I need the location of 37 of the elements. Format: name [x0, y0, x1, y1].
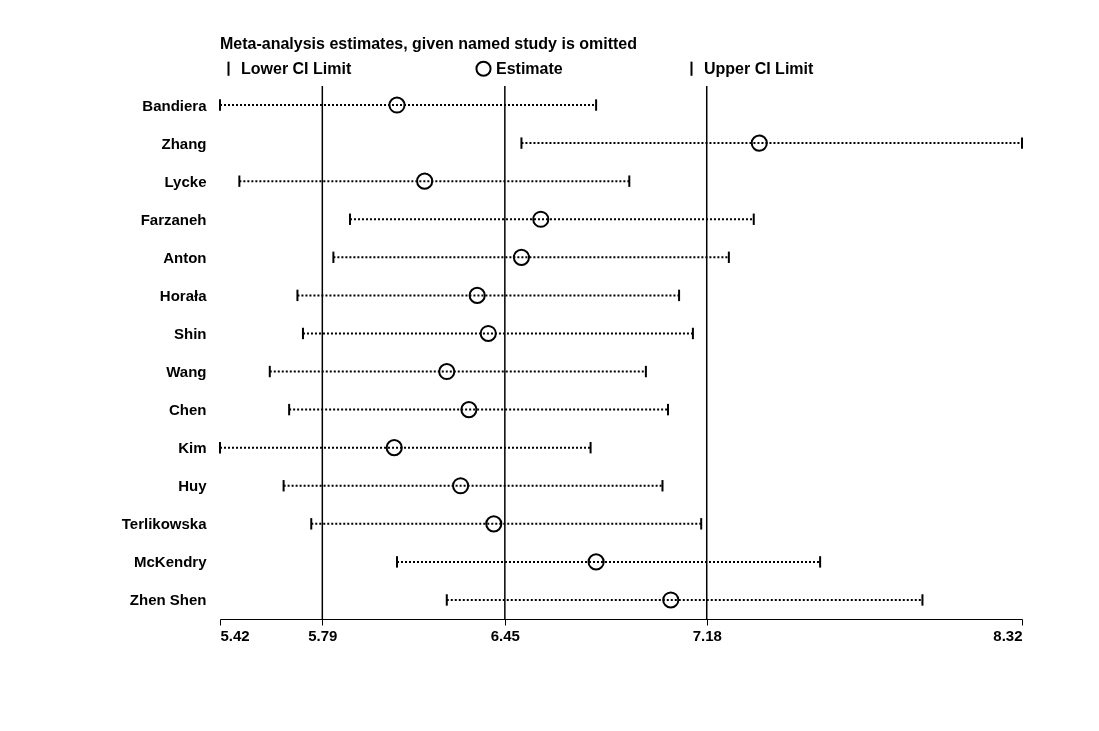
point — [587, 553, 605, 571]
point — [485, 515, 503, 533]
point — [452, 477, 470, 495]
y-tick-label: McKendry — [133, 553, 208, 571]
y-tick-label: Anton — [163, 248, 207, 266]
x-tick-label: 5.42 — [220, 626, 250, 644]
y-tick-label: Wang — [166, 363, 207, 381]
legend-label: Estimate — [496, 59, 563, 77]
point — [416, 172, 434, 190]
point — [388, 96, 406, 114]
y-tick-label: Zhen Shen — [129, 591, 207, 609]
y-tick-label: Chen — [169, 401, 207, 419]
y-tick-label: Horała — [159, 286, 208, 304]
point — [662, 591, 680, 609]
point — [438, 362, 456, 381]
point — [532, 210, 550, 228]
point — [468, 286, 486, 304]
y-tick-label: Farzaneh — [140, 210, 207, 228]
y-tick-label: Kim — [178, 439, 207, 457]
x-tick-label: 8.32 — [993, 626, 1023, 644]
x-tick-label: 6.45 — [490, 626, 520, 644]
text: Upper CI Limit — [704, 59, 815, 77]
x-tick-label: 7.18 — [692, 626, 722, 644]
point — [479, 324, 497, 343]
text: Lower CI Limit — [241, 59, 352, 77]
x-tick-label: 5.79 — [308, 626, 338, 644]
y-tick-label: Zhang — [161, 134, 207, 152]
y-tick-label: Huy — [178, 477, 208, 495]
y-tick-label: Terlikowska — [121, 515, 208, 533]
chart-title: Meta-analysis estimates, given named study is omitted — [220, 35, 638, 52]
y-tick-label: Lycke — [164, 172, 207, 190]
point — [750, 134, 768, 152]
point — [385, 439, 403, 457]
point — [512, 248, 531, 266]
point — [460, 401, 478, 419]
y-tick-label: Bandiera — [142, 96, 208, 114]
y-tick-label: Shin — [174, 324, 207, 342]
